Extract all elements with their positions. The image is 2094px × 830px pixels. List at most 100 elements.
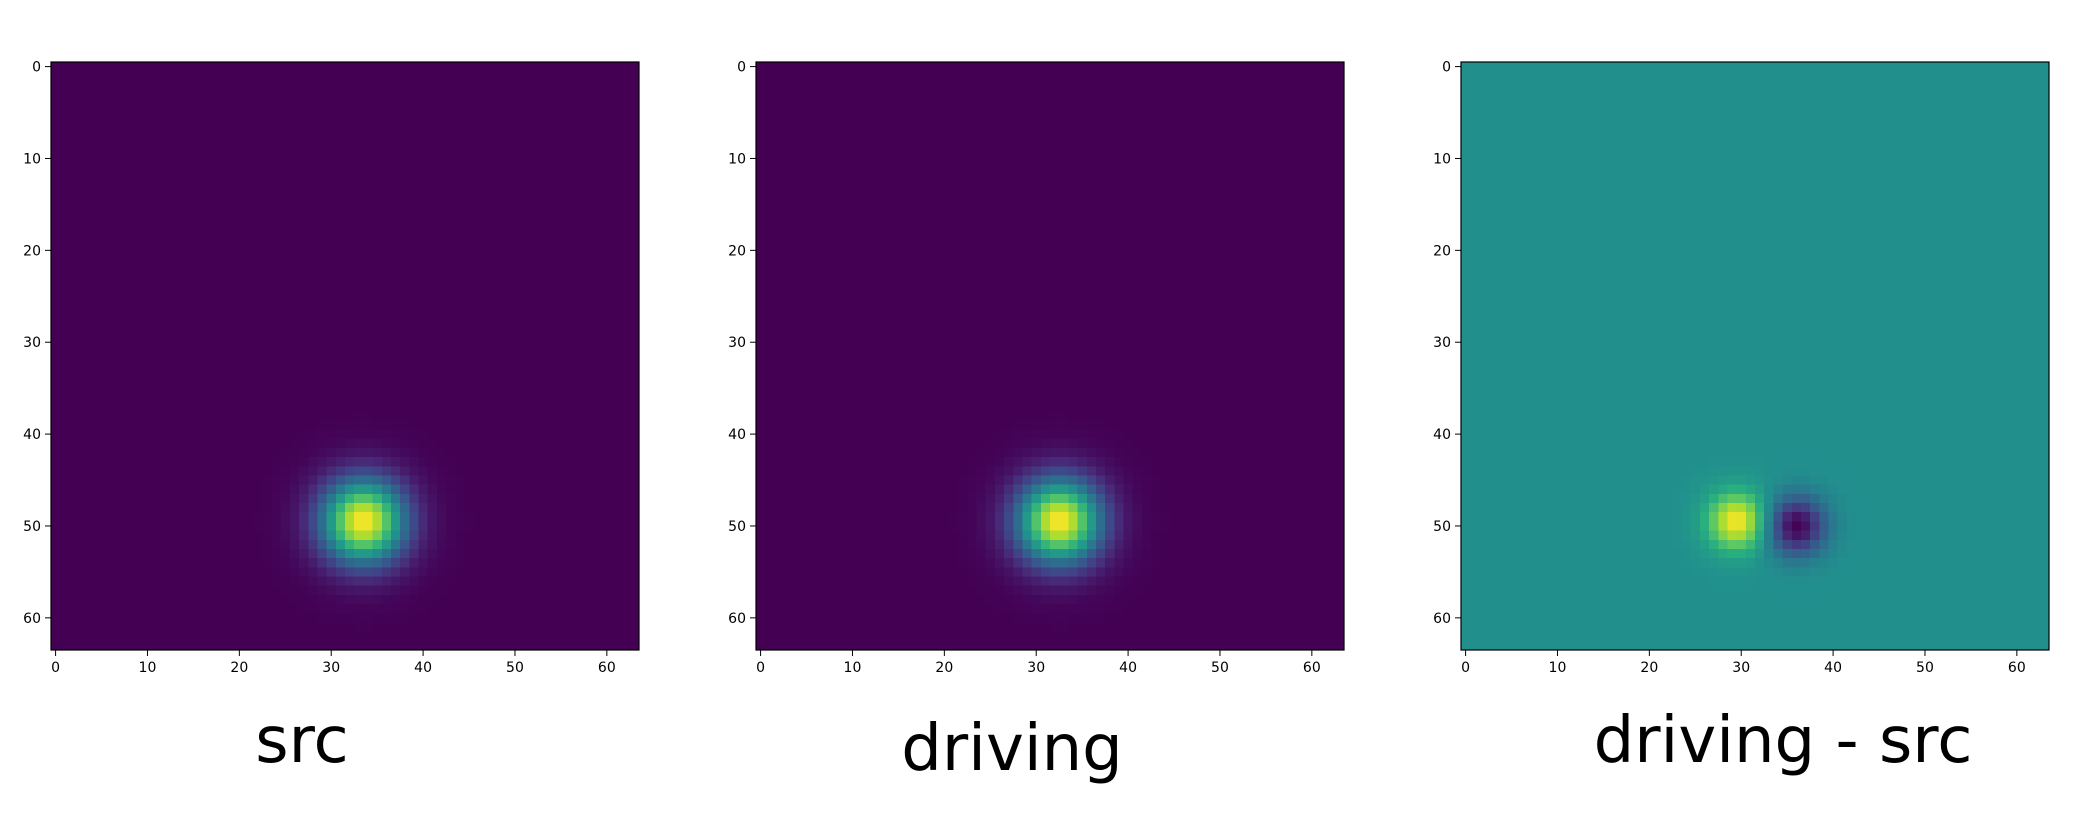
heatmap-cell (1095, 181, 1106, 192)
heatmap-cell (1050, 71, 1060, 81)
heatmap-cell (253, 438, 263, 449)
heatmap-cell (87, 521, 98, 532)
heatmap-cell (1178, 135, 1189, 146)
heatmap-cell (289, 401, 300, 412)
heatmap-cell (363, 576, 374, 587)
heatmap-cell (207, 209, 217, 219)
heatmap-cell (620, 71, 631, 81)
heatmap-cell (234, 264, 245, 274)
heatmap-cell (69, 346, 80, 357)
heatmap-cell (464, 631, 475, 642)
heatmap-cell (60, 576, 70, 587)
heatmap-cell (1261, 126, 1272, 137)
heatmap-cell (492, 282, 502, 293)
heatmap-cell (629, 337, 640, 348)
heatmap-cell (418, 80, 429, 91)
heatmap-cell (436, 392, 447, 403)
heatmap-cell (317, 457, 328, 467)
heatmap-cell (280, 245, 291, 256)
heatmap-cell (427, 254, 438, 265)
heatmap-cell (418, 457, 429, 467)
heatmap-cell (96, 273, 107, 284)
heatmap-cell (418, 493, 429, 504)
heatmap-cell (124, 319, 135, 330)
heatmap-cell (161, 291, 172, 302)
heatmap-cell (188, 475, 199, 486)
heatmap-cell (51, 209, 61, 219)
heatmap-cell (133, 594, 144, 605)
heatmap-cell (78, 365, 89, 375)
heatmap-cell (482, 512, 493, 522)
heatmap-cell (78, 319, 89, 330)
heatmap-cell (565, 328, 576, 339)
heatmap-cell (985, 117, 996, 127)
heatmap-cell (602, 365, 613, 375)
heatmap-cell (271, 209, 282, 219)
heatmap-cell (783, 181, 794, 192)
heatmap-cell (262, 190, 273, 201)
heatmap-cell (1169, 135, 1180, 146)
heatmap-cell (198, 346, 208, 357)
heatmap-cell (234, 374, 245, 385)
heatmap-cell (519, 604, 530, 614)
heatmap-cell (280, 300, 291, 311)
heatmap-cell (115, 604, 126, 614)
heatmap-cell (528, 466, 539, 477)
heatmap-cell (161, 475, 172, 486)
heatmap-cell (106, 245, 116, 256)
heatmap-cell (427, 319, 438, 330)
heatmap-cell (225, 310, 236, 320)
heatmap-cell (390, 310, 401, 320)
heatmap-cell (271, 227, 282, 238)
heatmap-cell (152, 245, 162, 256)
heatmap-cell (427, 291, 438, 302)
heatmap-cell (547, 98, 557, 109)
heatmap-cell (207, 484, 217, 495)
heatmap-cell (1105, 135, 1115, 146)
heatmap-cell (409, 392, 420, 403)
heatmap-cell (188, 521, 199, 532)
heatmap-cell (372, 126, 383, 137)
heatmap-cell (51, 89, 61, 100)
heatmap-cell (473, 530, 484, 541)
heatmap-cell (216, 530, 227, 541)
heatmap-cell (87, 163, 98, 173)
heatmap-cell (289, 493, 300, 504)
heatmap-cell (482, 163, 493, 173)
heatmap-cell (620, 530, 631, 541)
heatmap-cell (473, 457, 484, 467)
heatmap-cell (243, 310, 254, 320)
heatmap-cell (363, 383, 374, 394)
heatmap-cell (253, 264, 263, 274)
heatmap-cell (903, 144, 913, 155)
heatmap-cell (565, 337, 576, 348)
heatmap-cell (1114, 62, 1125, 72)
heatmap-cell (234, 126, 245, 137)
heatmap-cell (455, 254, 466, 265)
heatmap-cell (216, 613, 227, 624)
heatmap-cell (593, 236, 603, 247)
heatmap-cell (179, 530, 190, 541)
heatmap-cell (1095, 107, 1106, 118)
heatmap-cell (455, 383, 466, 394)
heatmap-cell (1325, 126, 1336, 137)
heatmap-cell (354, 300, 364, 311)
heatmap-cell (234, 273, 245, 284)
heatmap-cell (629, 209, 640, 219)
heatmap-cell (390, 337, 401, 348)
heatmap-cell (179, 62, 190, 72)
heatmap-cell (198, 622, 208, 633)
heatmap-cell (519, 153, 530, 164)
heatmap-cell (427, 631, 438, 642)
heatmap-cell (593, 300, 603, 311)
heatmap-cell (455, 521, 466, 532)
heatmap-cell (354, 548, 364, 559)
heatmap-cell (446, 319, 456, 330)
heatmap-cell (985, 172, 996, 183)
heatmap-cell (1242, 71, 1253, 81)
heatmap-cell (225, 594, 236, 605)
heatmap-cell (602, 521, 613, 532)
heatmap-cell (620, 98, 631, 109)
heatmap-cell (418, 199, 429, 210)
heatmap-cell (519, 576, 530, 587)
